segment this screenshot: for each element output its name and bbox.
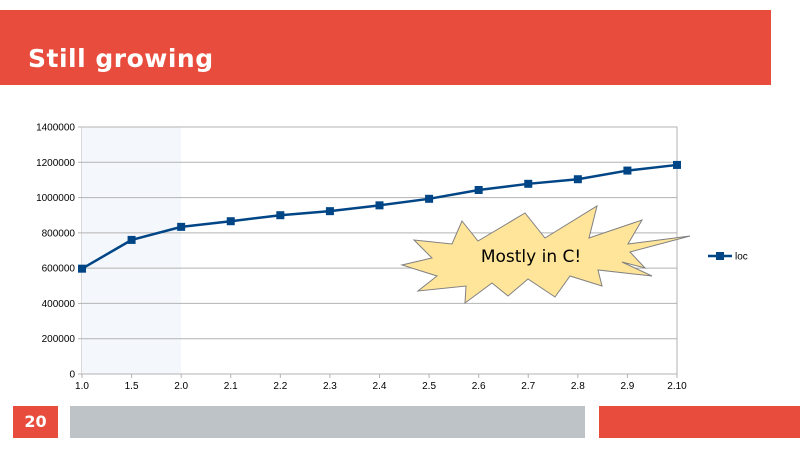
data-point xyxy=(623,166,632,175)
y-tick-label: 1200000 xyxy=(36,158,75,169)
x-tick-label: 2.1 xyxy=(224,381,238,392)
x-tick-label: 1.0 xyxy=(75,381,89,392)
data-point xyxy=(375,201,384,210)
x-tick-label: 2.5 xyxy=(422,381,436,392)
legend-label: loc xyxy=(735,252,748,263)
data-point xyxy=(78,264,86,273)
data-point xyxy=(673,160,681,169)
slide-title: Still growing xyxy=(28,44,214,73)
y-tick-label: 0 xyxy=(69,370,75,381)
page-number-box: 20 xyxy=(13,406,58,438)
x-tick-label: 2.8 xyxy=(571,381,585,392)
x-tick-label: 2.10 xyxy=(667,381,687,392)
data-point xyxy=(524,179,533,188)
y-tick-label: 800000 xyxy=(42,228,76,239)
data-point xyxy=(325,207,334,216)
y-tick-label: 200000 xyxy=(42,334,76,345)
y-tick-label: 1400000 xyxy=(36,123,75,134)
title-bar xyxy=(0,10,771,85)
data-point xyxy=(425,194,434,203)
y-tick-label: 1000000 xyxy=(36,193,75,204)
data-point xyxy=(226,217,235,226)
callout-starburst xyxy=(400,204,691,305)
footer-bar-gray xyxy=(70,406,585,438)
highlight-band xyxy=(82,127,182,374)
y-tick-label: 600000 xyxy=(42,264,76,275)
data-point xyxy=(573,175,582,184)
x-tick-label: 2.9 xyxy=(620,381,634,392)
x-tick-label: 2.2 xyxy=(273,381,287,392)
legend-marker xyxy=(716,252,724,260)
x-tick-label: 2.3 xyxy=(323,381,337,392)
data-point xyxy=(177,222,186,231)
data-point xyxy=(474,185,483,194)
callout-text: Mostly in C! xyxy=(481,247,581,267)
x-tick-label: 1.5 xyxy=(125,381,139,392)
y-tick-label: 400000 xyxy=(42,299,76,310)
x-tick-label: 2.0 xyxy=(174,381,188,392)
footer-bar-red xyxy=(599,406,800,438)
page-number: 20 xyxy=(24,412,47,431)
data-point xyxy=(276,211,285,220)
x-tick-label: 2.4 xyxy=(373,381,387,392)
x-tick-label: 2.6 xyxy=(472,381,486,392)
x-tick-label: 2.7 xyxy=(521,381,535,392)
data-point xyxy=(127,235,136,244)
